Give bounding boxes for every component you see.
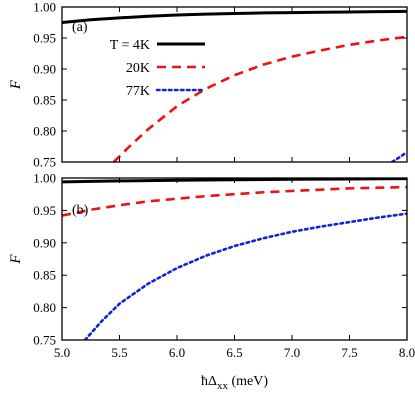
x-tick-label: 5.0 [54,345,70,360]
panel-label: (b) [72,203,89,218]
y-tick-label: 0.90 [33,62,56,77]
y-tick-label: 0.75 [33,333,56,348]
y-tick-label: 0.75 [33,155,56,170]
y-axis-label: F [8,79,24,90]
legend: T = 4K 20K 77K [110,38,207,99]
y-tick-label: 0.95 [33,203,56,218]
y-tick-label: 0.95 [33,31,56,46]
y-tick-label: 0.80 [33,124,56,139]
series-line-a-1 [62,9,407,24]
y-axis-label: F [8,254,24,265]
panel-a: 0.75 0.80 0.85 0.90 0.95 1.00 F (a) T = 4K 20K 77K [8,0,408,170]
y-tick-label: 1.00 [33,171,56,186]
plot-frame-a [61,6,408,163]
x-tick-label: 5.5 [111,345,127,360]
panel-label: (a) [72,20,88,35]
y-tick-label: 0.80 [33,300,56,315]
legend-label: 77K [126,84,150,99]
plot-frame-b [61,177,408,341]
x-tick-label: 6.5 [226,345,242,360]
x-tick-label: 7.5 [341,345,357,360]
series-line-a-3 [390,150,407,162]
series-line-b-2 [62,185,407,217]
legend-label: T = 4K [110,38,150,53]
y-tick-label: 0.90 [33,235,56,250]
x-tick-label: 6.0 [169,345,185,360]
series-line-b-3 [83,212,407,340]
y-tick-label: 1.00 [33,0,56,15]
x-tick-label: 8.0 [399,345,415,360]
y-tick-label: 0.85 [33,268,56,283]
series-line-a-2 [112,35,407,162]
y-tick-label: 0.85 [33,93,56,108]
legend-label: 20K [126,61,150,76]
x-tick-label: 7.0 [284,345,300,360]
x-axis-label: ħΔxx (meV) [201,374,268,392]
panel-b: 0.75 0.80 0.85 0.90 0.95 1.00 5.0 5.5 6.0 6.5 7.0 7… [8,171,415,393]
